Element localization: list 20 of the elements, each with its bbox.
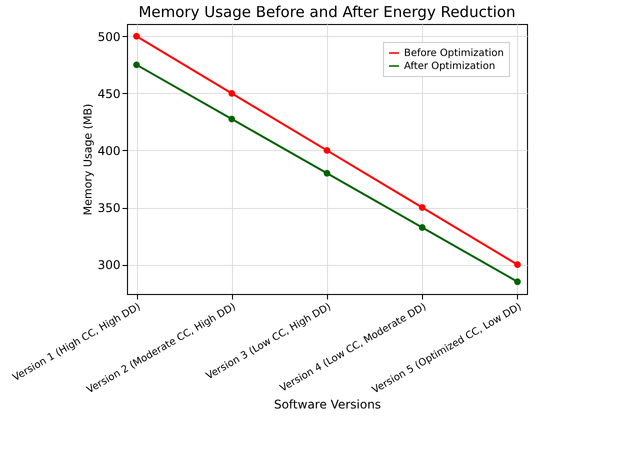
legend-label: After Optimization <box>404 61 496 72</box>
y-axis-title: Memory Usage (MB) <box>82 104 95 216</box>
point <box>418 204 426 211</box>
point <box>418 224 426 231</box>
point <box>324 147 330 154</box>
point <box>228 116 236 122</box>
y-tick-label: 500 <box>98 30 120 44</box>
legend-label: Before Optimization <box>404 48 504 59</box>
point <box>514 278 521 286</box>
chart-title: Memory Usage Before and After Energy Reduction <box>138 3 516 21</box>
point <box>228 90 236 97</box>
y-tick-label: 350 <box>98 201 120 216</box>
point <box>324 170 330 177</box>
y-tick-label: 300 <box>98 258 120 272</box>
y-tick-label: 450 <box>98 86 120 101</box>
y-tick-label: 400 <box>98 144 120 158</box>
point <box>133 61 140 68</box>
point <box>514 261 521 268</box>
x-axis-title: Software Versions <box>274 397 382 412</box>
point <box>133 32 140 40</box>
